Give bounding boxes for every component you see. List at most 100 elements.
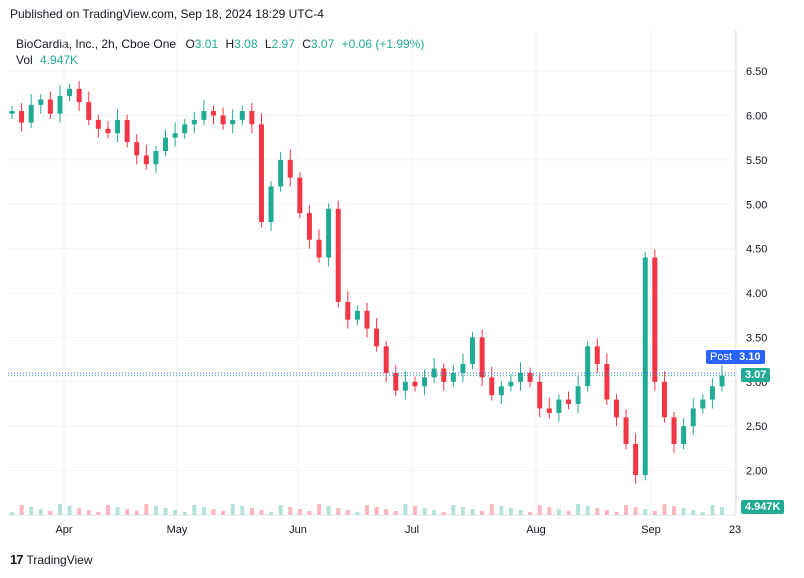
legend-open-value: 3.01 <box>194 37 219 51</box>
candle-body <box>383 346 389 373</box>
volume-bar <box>230 504 235 515</box>
candle-body <box>575 386 581 405</box>
volume-bar <box>518 510 523 515</box>
candle-body <box>287 159 293 178</box>
candle-body <box>623 417 629 444</box>
candle-body <box>393 372 399 391</box>
legend-open-label: O <box>185 37 195 51</box>
volume-bar <box>182 512 187 515</box>
volume-bar <box>144 504 149 515</box>
candle-body <box>594 346 600 365</box>
volume-bar <box>249 508 254 515</box>
candle-body <box>220 115 226 125</box>
legend-symbol: BioCardia, Inc., 2h, Cboe One <box>16 37 177 51</box>
volume-bar <box>432 510 437 515</box>
y-tick-label: 3.50 <box>746 332 767 344</box>
volume-bar <box>556 509 561 515</box>
volume-bar <box>451 505 456 515</box>
candle-body <box>201 111 207 120</box>
volume-bar <box>652 511 657 515</box>
volume-bar <box>681 508 686 515</box>
x-tick-label: Aug <box>526 524 546 536</box>
candle-body <box>527 372 533 382</box>
legend-volume-value: 4.947K <box>40 53 79 67</box>
candle-body <box>172 133 178 138</box>
volume-bar <box>412 506 417 515</box>
tradingview-logo-icon: 17 <box>10 552 24 567</box>
volume-tag: 4.947K <box>741 500 785 514</box>
candle-body <box>709 386 715 400</box>
volume-bar <box>221 511 226 515</box>
volume-bar <box>153 506 158 515</box>
candle-body <box>402 381 408 391</box>
volume-bar <box>173 510 178 515</box>
candle-body <box>143 155 149 165</box>
volume-bar <box>19 505 24 515</box>
footer-brand[interactable]: 17 TradingView <box>10 552 93 567</box>
candle-body <box>498 386 504 396</box>
volume-bar <box>508 508 513 515</box>
candle-body <box>518 372 524 382</box>
volume-bar <box>720 507 724 515</box>
candle-body <box>239 111 245 120</box>
legend-low-value: 2.97 <box>271 37 295 51</box>
candle-body <box>124 119 130 143</box>
volume-bar <box>547 507 552 515</box>
volume-bar <box>643 509 648 515</box>
candle-body <box>412 381 418 387</box>
volume-bar <box>528 512 533 515</box>
volume-bar <box>604 510 609 515</box>
candle-body <box>115 119 121 134</box>
candle-body <box>297 177 303 214</box>
post-price-tag: Post 3.10 <box>706 350 765 364</box>
candle-body <box>633 443 639 476</box>
legend-high-value: 3.08 <box>234 37 258 51</box>
y-tick-label: 6.50 <box>746 66 767 78</box>
candle-body <box>134 142 140 156</box>
candle-body <box>460 364 466 373</box>
volume-bar <box>77 508 82 515</box>
candle-body <box>19 111 25 123</box>
volume-bar <box>470 509 475 515</box>
candle-body <box>585 346 591 387</box>
post-label: Post <box>710 351 733 363</box>
last-price-tag: 3.07 <box>741 368 771 382</box>
candle-body <box>489 377 495 396</box>
candle-body <box>422 377 428 387</box>
volume-bar <box>662 504 667 515</box>
candle-body <box>210 111 216 116</box>
volume-bar <box>345 510 350 515</box>
legend-change: +0.06 (+1.99%) <box>341 37 425 51</box>
legend-volume-row: Vol 4.947K <box>16 52 424 68</box>
candle-body <box>508 381 514 387</box>
volume-bar <box>336 508 341 515</box>
volume-bar <box>288 507 293 515</box>
volume-bar <box>422 508 427 515</box>
volume-bar <box>211 509 216 515</box>
candle-body <box>719 375 725 387</box>
x-tick-label: 23 <box>729 524 741 536</box>
candle-body <box>95 119 101 129</box>
volume-bar <box>259 510 264 515</box>
volume-bar <box>672 506 677 515</box>
volume-bar <box>537 505 542 515</box>
volume-bar <box>86 510 91 515</box>
candle-body <box>681 426 687 444</box>
y-tick-label: 6.00 <box>746 110 767 122</box>
volume-bar <box>38 509 43 515</box>
legend-low-label: L <box>264 37 272 51</box>
candle-body <box>86 102 92 120</box>
x-tick-label: May <box>167 524 188 536</box>
y-tick-label: 4.00 <box>746 288 767 300</box>
volume-bar <box>134 511 139 515</box>
candle-body <box>537 381 543 409</box>
candle-body <box>306 213 312 240</box>
candle-body <box>565 399 571 405</box>
footer-brand-label: TradingView <box>26 552 93 567</box>
volume-bar <box>489 504 494 515</box>
volume-bar <box>317 504 322 515</box>
candle-body <box>105 128 111 134</box>
volume-bar <box>115 507 120 515</box>
candle-body <box>335 208 341 302</box>
